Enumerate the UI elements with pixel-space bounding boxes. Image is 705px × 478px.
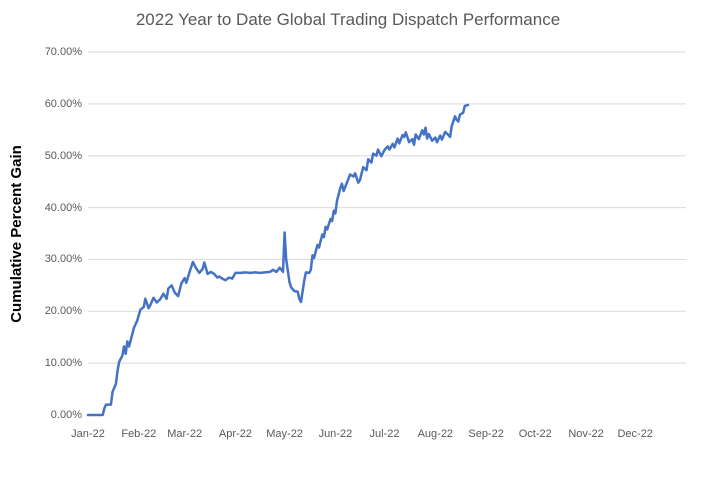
y-tick-label: 30.00% bbox=[44, 253, 82, 266]
x-tick-label: Jun-22 bbox=[318, 428, 353, 440]
x-tick-label: Sep-22 bbox=[468, 428, 504, 440]
x-tick-label: Feb-22 bbox=[121, 428, 157, 440]
y-tick-label: 20.00% bbox=[44, 305, 82, 318]
x-tick-label: Jul-22 bbox=[369, 428, 400, 440]
x-tick-label: Oct-22 bbox=[518, 428, 552, 440]
y-tick-label: 40.00% bbox=[44, 201, 82, 214]
y-tick-label: 0.00% bbox=[50, 409, 82, 421]
x-tick-label: Nov-22 bbox=[568, 428, 604, 440]
series-lines bbox=[86, 103, 470, 417]
y-tick-label: 10.00% bbox=[44, 357, 82, 370]
x-tick-label: Apr-22 bbox=[218, 428, 252, 440]
y-tick-label: 50.00% bbox=[44, 149, 82, 162]
chart-title: 2022 Year to Date Global Trading Dispatc… bbox=[135, 10, 561, 29]
x-tick-label: Dec-22 bbox=[617, 428, 653, 440]
x-tick-label: Jan-22 bbox=[71, 428, 105, 440]
y-tick-label: 70.00% bbox=[44, 46, 82, 58]
performance-line bbox=[86, 103, 470, 417]
x-tick-label: May-22 bbox=[266, 428, 303, 440]
x-tick-label: Mar-22 bbox=[167, 428, 203, 440]
x-tick-label: Aug-22 bbox=[417, 428, 454, 440]
gridlines bbox=[88, 51, 686, 364]
y-tick-label: 60.00% bbox=[44, 97, 82, 110]
